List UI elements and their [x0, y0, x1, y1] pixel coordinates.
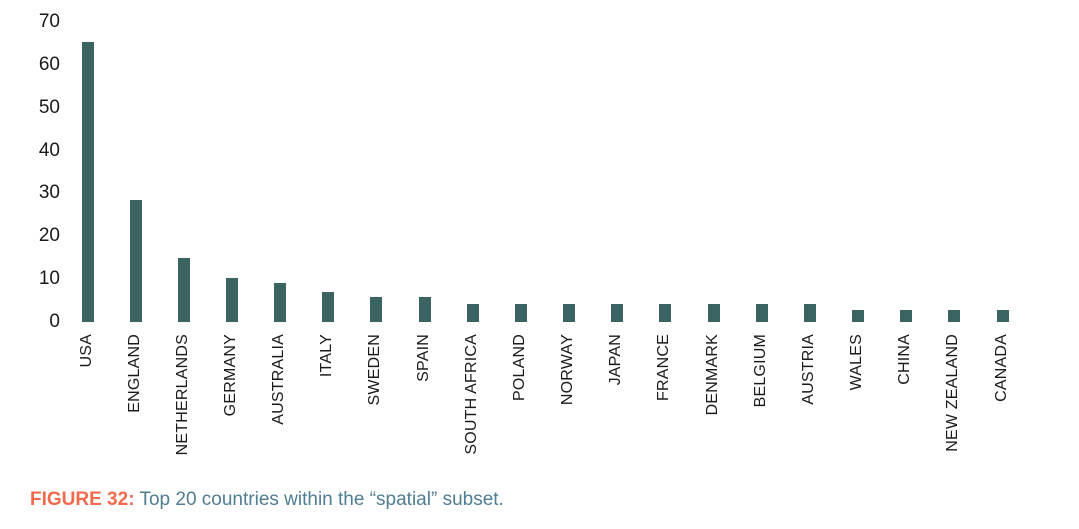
- bar-denmark: [707, 304, 720, 322]
- bar-china: [900, 310, 913, 322]
- x-tick-label: USA: [77, 334, 95, 368]
- figure-caption-label: FIGURE 32:: [30, 489, 135, 510]
- bar-italy: [322, 292, 335, 322]
- bar-japan: [611, 304, 624, 322]
- x-tick-label: SWEDEN: [366, 334, 384, 406]
- x-tick-label: SOUTH AFRICA: [462, 334, 480, 455]
- y-tick-label: 70: [38, 11, 60, 32]
- x-tick-label: ITALY: [318, 334, 336, 378]
- bar-norway: [563, 304, 576, 322]
- y-tick-label: 50: [38, 96, 60, 118]
- x-tick-label: POLAND: [510, 334, 528, 401]
- bar-australia: [274, 282, 287, 322]
- bar-austria: [803, 304, 816, 322]
- bar-south-africa: [466, 304, 479, 322]
- x-tick-label: AUSTRIA: [799, 334, 817, 405]
- x-tick-label: WALES: [848, 334, 866, 391]
- y-tick-label: 30: [38, 182, 60, 204]
- x-tick-label: CHINA: [896, 334, 914, 385]
- bar-canada: [996, 310, 1009, 322]
- x-tick-label: AUSTRALIA: [270, 334, 288, 425]
- x-tick-label: CANADA: [992, 334, 1010, 402]
- y-tick-label: 10: [38, 268, 60, 290]
- bar-usa: [81, 41, 94, 322]
- bar-france: [659, 304, 672, 322]
- bar-spain: [418, 297, 431, 322]
- chart-plot-area: 0 10 20 30 40 50 60 70 USA ENGLAND NETHERLANDS GERM…: [38, 11, 1010, 456]
- x-tick-label: FRANCE: [655, 334, 673, 401]
- bar-england: [129, 200, 142, 322]
- figure-caption: FIGURE 32: Top 20 countries within the “…: [30, 487, 504, 513]
- x-tick-label: NETHERLANDS: [173, 334, 191, 456]
- bar-germany: [225, 278, 238, 322]
- y-tick-label: 20: [38, 225, 60, 247]
- bar-wales: [852, 310, 865, 322]
- x-tick-label: NORWAY: [559, 334, 577, 406]
- x-tick-label: NEW ZEALAND: [944, 334, 962, 452]
- x-tick-label: JAPAN: [607, 334, 625, 386]
- y-tick-label: 0: [49, 311, 60, 332]
- bar-belgium: [755, 304, 768, 322]
- bar-new-zealand: [948, 310, 961, 322]
- bar-poland: [514, 304, 527, 322]
- x-tick-label: SPAIN: [414, 334, 432, 382]
- y-tick-label: 40: [38, 139, 60, 161]
- x-tick-label: GERMANY: [221, 334, 239, 417]
- bar-sweden: [370, 297, 383, 322]
- x-tick-label: ENGLAND: [125, 334, 143, 413]
- x-tick-label: BELGIUM: [751, 334, 769, 408]
- bar-netherlands: [177, 257, 190, 322]
- figure-caption-text: Top 20 countries within the “spatial” su…: [134, 489, 504, 510]
- y-tick-label: 60: [38, 53, 60, 75]
- x-tick-label: DENMARK: [703, 334, 721, 416]
